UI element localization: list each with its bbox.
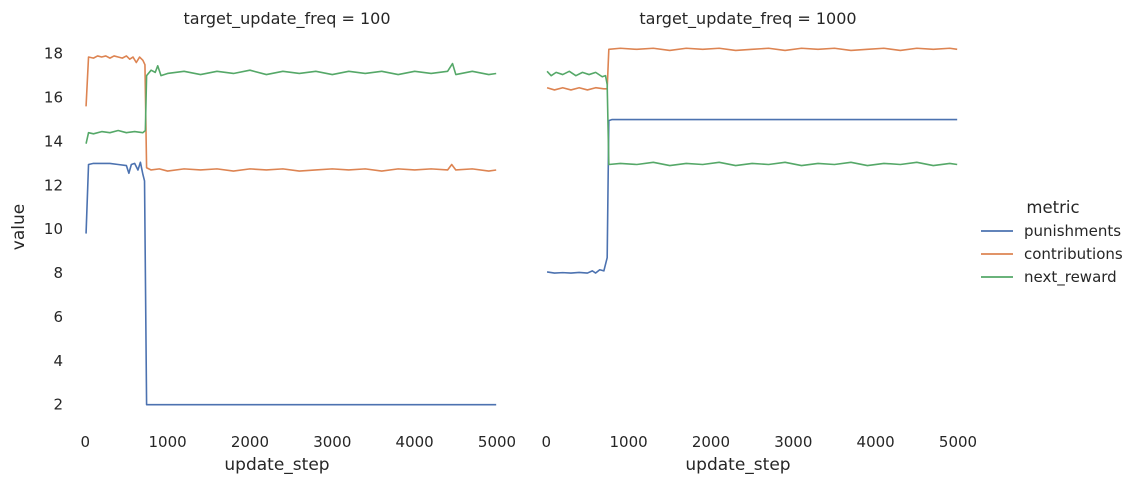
series-line-next-reward: [546, 70, 958, 167]
panel-2: target_update_freq = 1000 0 1000 2000 3000 40…: [541, 9, 977, 475]
legend-label-punishments: punishments: [1024, 222, 1121, 240]
legend-label-contributions: contributions: [1024, 245, 1123, 263]
y-axis-label: value: [9, 204, 29, 250]
legend-title: metric: [1026, 198, 1079, 217]
y-tick-label: 14: [44, 132, 63, 150]
panel-title: target_update_freq = 1000: [639, 9, 856, 29]
series-line-contributions: [85, 55, 497, 172]
x-tick-label: 3000: [774, 433, 812, 451]
x-tick-label: 0: [541, 433, 551, 451]
series-line-next-reward: [85, 62, 497, 144]
y-tick-label: 18: [44, 45, 63, 63]
x-tick-label: 0: [80, 433, 90, 451]
x-tick-label: 2000: [231, 433, 269, 451]
x-tick-label: 5000: [939, 433, 977, 451]
series-line-punishments: [85, 161, 497, 406]
y-tick-label: 6: [53, 308, 63, 326]
x-tick-label: 1000: [609, 433, 647, 451]
panel-title: target_update_freq = 100: [184, 9, 391, 29]
x-axis-label: update_step: [224, 455, 329, 475]
x-tick-label: 2000: [692, 433, 730, 451]
y-tick-label: 2: [53, 396, 63, 414]
x-axis-label: update_step: [685, 455, 790, 475]
x-tick-label: 4000: [396, 433, 434, 451]
legend-label-next-reward: next_reward: [1024, 268, 1117, 287]
x-tick-label: 1000: [148, 433, 186, 451]
panel-1: target_update_freq = 100 0 1000 2000 3000 400…: [9, 9, 516, 475]
y-tick-label: 4: [53, 352, 63, 370]
x-tick-label: 4000: [857, 433, 895, 451]
x-tick-label: 3000: [313, 433, 351, 451]
x-tick-label: 5000: [478, 433, 516, 451]
y-tick-label: 12: [44, 176, 63, 194]
y-tick-label: 16: [44, 89, 63, 107]
y-tick-label: 8: [53, 264, 63, 282]
series-line-contributions: [546, 47, 958, 91]
series-line-punishments: [546, 118, 958, 274]
legend: metric punishments contributions next_rewar…: [981, 198, 1123, 287]
y-tick-label: 10: [44, 220, 63, 238]
